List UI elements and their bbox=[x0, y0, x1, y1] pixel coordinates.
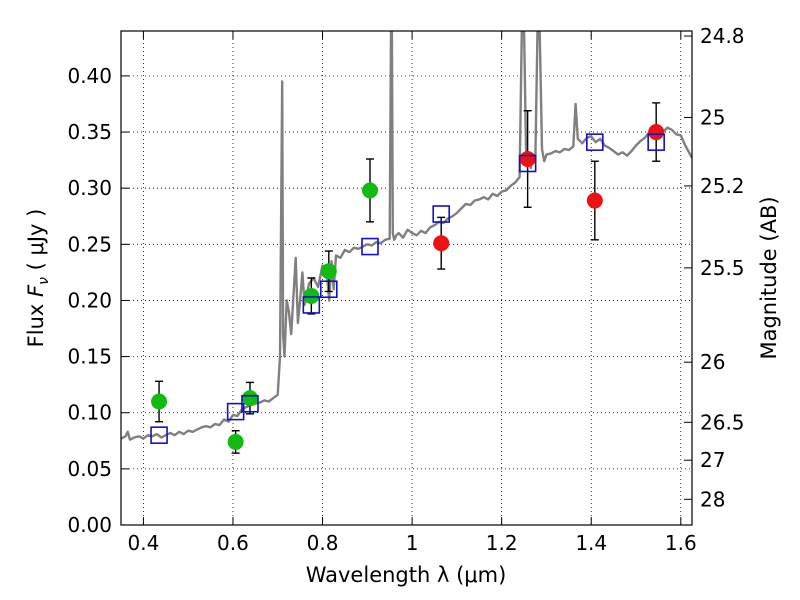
y2-tick-label: 28 bbox=[700, 487, 725, 511]
y2-tick-label: 25 bbox=[700, 105, 725, 129]
model-band-square bbox=[150, 426, 168, 444]
y-tick-label: 0.05 bbox=[67, 457, 112, 481]
right-axis-title: Magnitude (AB) bbox=[757, 196, 781, 359]
optical-data-point bbox=[303, 287, 320, 304]
y-tick-label: 0.25 bbox=[67, 232, 112, 256]
optical-data-point bbox=[241, 390, 258, 407]
model-band-square bbox=[302, 296, 321, 314]
model-band-square bbox=[241, 394, 259, 413]
x-tick-label: 1.4 bbox=[575, 531, 607, 555]
model-band-square bbox=[518, 154, 537, 173]
model-band-square bbox=[361, 237, 379, 256]
spectrum-line bbox=[121, 31, 692, 441]
ticks: 0.4 0.6 0.8 1 1.2 1.4 1.6 0.00 0.05 0.10 0.15 0.20 0… bbox=[67, 24, 744, 555]
y-axis-title-symbol: F bbox=[24, 284, 48, 297]
optical-data-point bbox=[320, 263, 337, 280]
y2-tick-label: 27 bbox=[700, 448, 725, 472]
x-tick-label: 0.8 bbox=[307, 531, 339, 555]
x-tick-label: 0.6 bbox=[217, 531, 249, 555]
y2-tick-label: 26.5 bbox=[700, 410, 745, 434]
x-tick-label: 1 bbox=[406, 531, 419, 555]
y-axis-title-suffix: ( μJy ) bbox=[24, 209, 48, 277]
y2-tick-label: 24.8 bbox=[700, 24, 745, 48]
spectrum-layer bbox=[121, 31, 692, 441]
model-band-square bbox=[647, 133, 665, 151]
optical-data-point bbox=[151, 393, 168, 410]
y-tick-label: 0.15 bbox=[67, 345, 112, 369]
nir-data-point bbox=[648, 124, 665, 141]
plot-frame bbox=[120, 30, 693, 526]
plot-background bbox=[121, 31, 692, 525]
nir-data-point bbox=[519, 150, 536, 167]
model-band-square bbox=[432, 205, 451, 223]
x-axis-title: Wavelength λ (μm) bbox=[306, 563, 507, 587]
y-tick-label: 0.30 bbox=[67, 176, 112, 200]
points-layer bbox=[150, 102, 665, 454]
x-tick-label: 1.6 bbox=[665, 531, 697, 555]
y-tick-label: 0.10 bbox=[67, 401, 112, 425]
model-band-square bbox=[319, 280, 338, 299]
y-tick-label: 0.35 bbox=[67, 120, 112, 144]
y2-tick-label: 25.5 bbox=[700, 256, 745, 280]
y2-tick-label: 26 bbox=[700, 350, 725, 374]
y-tick-label: 0.00 bbox=[67, 513, 112, 537]
y-axis-title: Flux Fν ( μJy ) bbox=[24, 209, 52, 348]
y-axis-title-subscript: ν bbox=[36, 277, 52, 285]
y-tick-label: 0.40 bbox=[67, 64, 112, 88]
nir-data-point bbox=[586, 192, 603, 209]
y-tick-label: 0.20 bbox=[67, 288, 112, 312]
optical-data-point bbox=[362, 182, 379, 199]
x-tick-label: 1.2 bbox=[486, 531, 518, 555]
x-tick-label: 0.4 bbox=[127, 531, 159, 555]
y-axis-title-prefix: Flux bbox=[24, 297, 48, 347]
nir-data-point bbox=[433, 235, 450, 252]
optical-data-point bbox=[227, 433, 244, 450]
y2-tick-label: 25.2 bbox=[700, 174, 745, 198]
model-band-square bbox=[586, 133, 604, 151]
